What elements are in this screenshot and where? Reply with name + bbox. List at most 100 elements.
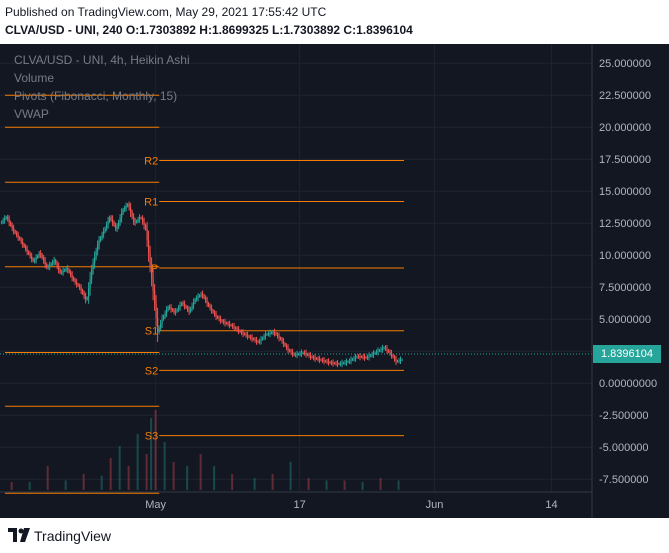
candle-body xyxy=(161,319,163,324)
volume-bar xyxy=(213,466,216,490)
candle-body xyxy=(185,305,187,308)
candle-body xyxy=(320,359,322,361)
candle-body xyxy=(248,336,250,338)
pivot-lines: R2 R1 P S1 S2 S3 xyxy=(5,94,404,494)
candle-body xyxy=(350,359,352,361)
candle-body xyxy=(94,257,96,264)
candle-body xyxy=(186,307,189,310)
candle-body xyxy=(153,291,156,304)
candle-body xyxy=(56,263,58,267)
last-price-label: 1.8396104 xyxy=(593,345,661,363)
candle-body xyxy=(119,217,121,223)
time-axis[interactable]: May 17 Jun 14 xyxy=(145,499,557,511)
price-chart[interactable]: R2 R1 P S1 S2 S3 25.000000 22.500000 20.000000 1… xyxy=(0,44,669,518)
candle-body xyxy=(243,333,246,335)
candle-body xyxy=(210,308,213,311)
candle-body xyxy=(264,334,267,337)
candle-body xyxy=(40,253,42,255)
candle-body xyxy=(261,337,264,340)
candle-body xyxy=(65,268,67,270)
candle-body xyxy=(251,337,253,339)
candle-body xyxy=(131,212,133,217)
candle-body xyxy=(68,269,70,273)
pivot-label: R2 xyxy=(144,155,158,167)
candle-body xyxy=(164,313,166,317)
candle-body xyxy=(207,303,210,306)
candle-body xyxy=(73,277,75,281)
candle-body xyxy=(267,333,270,335)
candle-body xyxy=(139,217,141,220)
candle-body xyxy=(55,260,57,264)
volume-bars xyxy=(10,410,400,490)
candle-body xyxy=(198,295,201,297)
candle-body xyxy=(191,305,193,309)
candle-body xyxy=(377,350,379,352)
legend-volume[interactable]: Volume xyxy=(14,71,55,85)
candle-body xyxy=(28,251,30,254)
y-tick-label: -5.000000 xyxy=(599,442,649,454)
candle-body xyxy=(258,340,261,343)
candle-body xyxy=(224,322,226,324)
candle-body xyxy=(64,269,66,271)
pivot-label: R1 xyxy=(144,196,158,208)
candle-body xyxy=(213,312,216,315)
candle-body xyxy=(257,341,259,343)
candle-body xyxy=(70,272,72,275)
candle-body xyxy=(252,338,255,340)
candle-body xyxy=(125,206,127,208)
candle-body xyxy=(327,361,330,363)
candle-body xyxy=(315,358,318,360)
candle-body xyxy=(118,222,120,227)
legend-pivots[interactable]: Pivots (Fibonacci, Monthly, 15) xyxy=(14,89,178,103)
candle-body xyxy=(35,257,37,260)
candle-body xyxy=(109,217,111,222)
volume-bar xyxy=(289,462,292,490)
volume-bar xyxy=(118,446,121,490)
candle-body xyxy=(83,293,85,297)
candle-body xyxy=(291,352,294,354)
candle-body xyxy=(282,341,285,344)
candle-body xyxy=(74,280,76,283)
candle-body xyxy=(5,217,7,219)
candle-body xyxy=(143,221,145,226)
candle-body xyxy=(110,217,112,220)
candle-body xyxy=(43,257,45,261)
candle-body xyxy=(338,363,340,365)
volume-bar xyxy=(64,480,67,490)
candle-body xyxy=(321,360,324,362)
candle-body xyxy=(392,355,394,358)
candle-body xyxy=(221,320,223,322)
candle-body xyxy=(59,269,61,273)
candle-body xyxy=(273,332,276,334)
volume-bar xyxy=(28,482,31,490)
candle-body xyxy=(86,297,88,300)
candle-body xyxy=(272,332,274,334)
candle-body xyxy=(219,319,222,321)
symbol-title: CLVA/USD - UNI, 4h, Heikin Ashi xyxy=(14,53,190,67)
candle-body xyxy=(38,253,40,256)
candle-body xyxy=(189,308,192,312)
candle-body xyxy=(309,355,312,357)
candle-body xyxy=(104,228,106,232)
candle-body xyxy=(130,207,132,213)
candle-body xyxy=(383,347,385,349)
candle-body xyxy=(239,330,241,332)
candle-body xyxy=(336,363,339,365)
legend-vwap[interactable]: VWAP xyxy=(14,107,49,121)
volume-bar xyxy=(343,480,346,490)
candle-body xyxy=(20,239,22,242)
candle-body xyxy=(215,314,217,317)
brand-name[interactable]: TradingView xyxy=(34,528,112,544)
candle-body xyxy=(127,204,129,207)
candle-body xyxy=(115,225,117,229)
volume-bar xyxy=(154,410,157,490)
candle-body xyxy=(312,357,315,359)
y-tick-label: 10.000000 xyxy=(599,250,651,262)
published-text: Published on TradingView.com, May 29, 20… xyxy=(5,5,327,19)
candle-body xyxy=(195,297,198,300)
price-axis[interactable]: 25.000000 22.500000 20.000000 17.500000 15.0… xyxy=(599,58,657,486)
candle-body xyxy=(31,256,33,259)
candle-body xyxy=(95,250,97,258)
candle-body xyxy=(285,345,288,348)
candle-body xyxy=(98,240,100,245)
